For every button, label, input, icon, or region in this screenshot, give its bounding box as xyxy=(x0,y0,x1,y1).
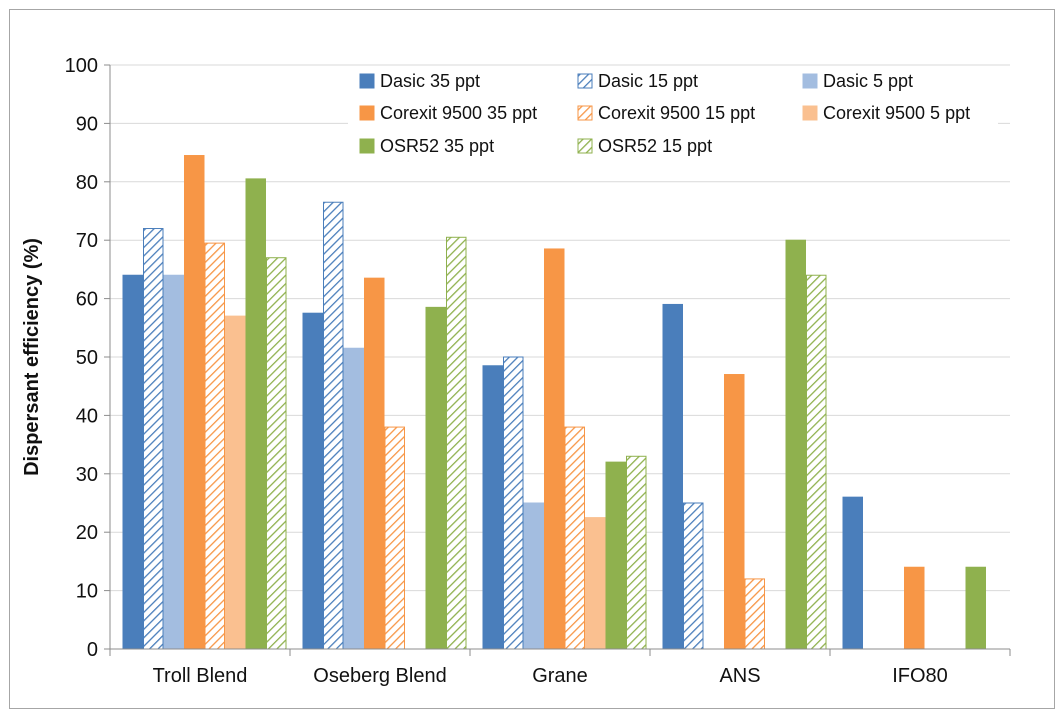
x-category-label: Troll Blend xyxy=(153,665,248,687)
legend-label: Corexit 9500 35 ppt xyxy=(380,103,537,123)
bar xyxy=(842,496,863,650)
bar xyxy=(785,239,806,650)
legend-swatch xyxy=(802,73,818,89)
y-axis-title: Dispersant efficiency (%) xyxy=(21,238,43,476)
legend-swatch xyxy=(577,105,593,121)
bar xyxy=(626,455,647,650)
bar xyxy=(503,356,524,650)
y-tick-label: 70 xyxy=(76,230,98,252)
bar xyxy=(662,303,683,650)
bar xyxy=(446,236,467,650)
y-tick-label: 100 xyxy=(65,55,98,77)
bar xyxy=(605,461,626,650)
bar xyxy=(744,578,765,650)
y-tick-label: 10 xyxy=(76,581,98,603)
bar xyxy=(425,306,446,650)
legend-label: OSR52 15 ppt xyxy=(598,136,712,156)
bars xyxy=(122,155,986,650)
legend-swatch xyxy=(577,138,593,154)
bar xyxy=(585,517,606,650)
y-tick-label: 30 xyxy=(76,464,98,486)
x-category-label: Oseberg Blend xyxy=(313,665,446,687)
y-tick-label: 20 xyxy=(76,522,98,544)
bar xyxy=(184,155,205,650)
y-tick-label: 90 xyxy=(76,113,98,135)
legend-swatch xyxy=(359,73,375,89)
y-tick-label: 60 xyxy=(76,289,98,311)
legend-swatch xyxy=(802,105,818,121)
bar xyxy=(122,274,143,650)
bar xyxy=(806,274,827,650)
legend-label: OSR52 35 ppt xyxy=(380,136,494,156)
legend-swatch xyxy=(577,73,593,89)
y-tick-label: 50 xyxy=(76,347,98,369)
bar xyxy=(245,178,266,650)
bar xyxy=(302,312,323,650)
bar xyxy=(482,365,503,650)
bar xyxy=(163,274,184,650)
bar xyxy=(384,426,405,650)
bar xyxy=(204,242,225,650)
bar xyxy=(904,566,925,650)
legend-swatch xyxy=(359,105,375,121)
legend-background xyxy=(348,66,998,164)
y-tick-label: 40 xyxy=(76,405,98,427)
y-tick-label: 0 xyxy=(87,639,98,661)
bar xyxy=(225,315,246,650)
bar xyxy=(683,502,704,650)
bar xyxy=(364,277,385,650)
bar xyxy=(724,374,745,650)
x-category-label: ANS xyxy=(719,665,760,687)
legend-label: Dasic 5 ppt xyxy=(823,71,913,91)
axes: 0 10 20 30 40 50 60 70 80 90 100 Troll Blend Oseberg… xyxy=(65,55,1011,687)
legend-label: Dasic 15 ppt xyxy=(598,71,698,91)
x-category-label: Grane xyxy=(532,665,588,687)
bar xyxy=(965,566,986,650)
bar xyxy=(564,426,585,650)
bar xyxy=(143,228,164,650)
bar xyxy=(323,201,344,650)
bar xyxy=(544,248,565,650)
legend-label: Corexit 9500 15 ppt xyxy=(598,103,755,123)
bar xyxy=(266,257,287,650)
legend-label: Corexit 9500 5 ppt xyxy=(823,103,970,123)
legend: Dasic 35 ppt Dasic 15 ppt Dasic 5 ppt Corex… xyxy=(348,66,998,164)
legend-swatch xyxy=(359,138,375,154)
x-category-label: IFO80 xyxy=(892,665,948,687)
bar xyxy=(523,502,544,650)
bar xyxy=(343,347,364,650)
y-tick-label: 80 xyxy=(76,172,98,194)
legend-label: Dasic 35 ppt xyxy=(380,71,480,91)
